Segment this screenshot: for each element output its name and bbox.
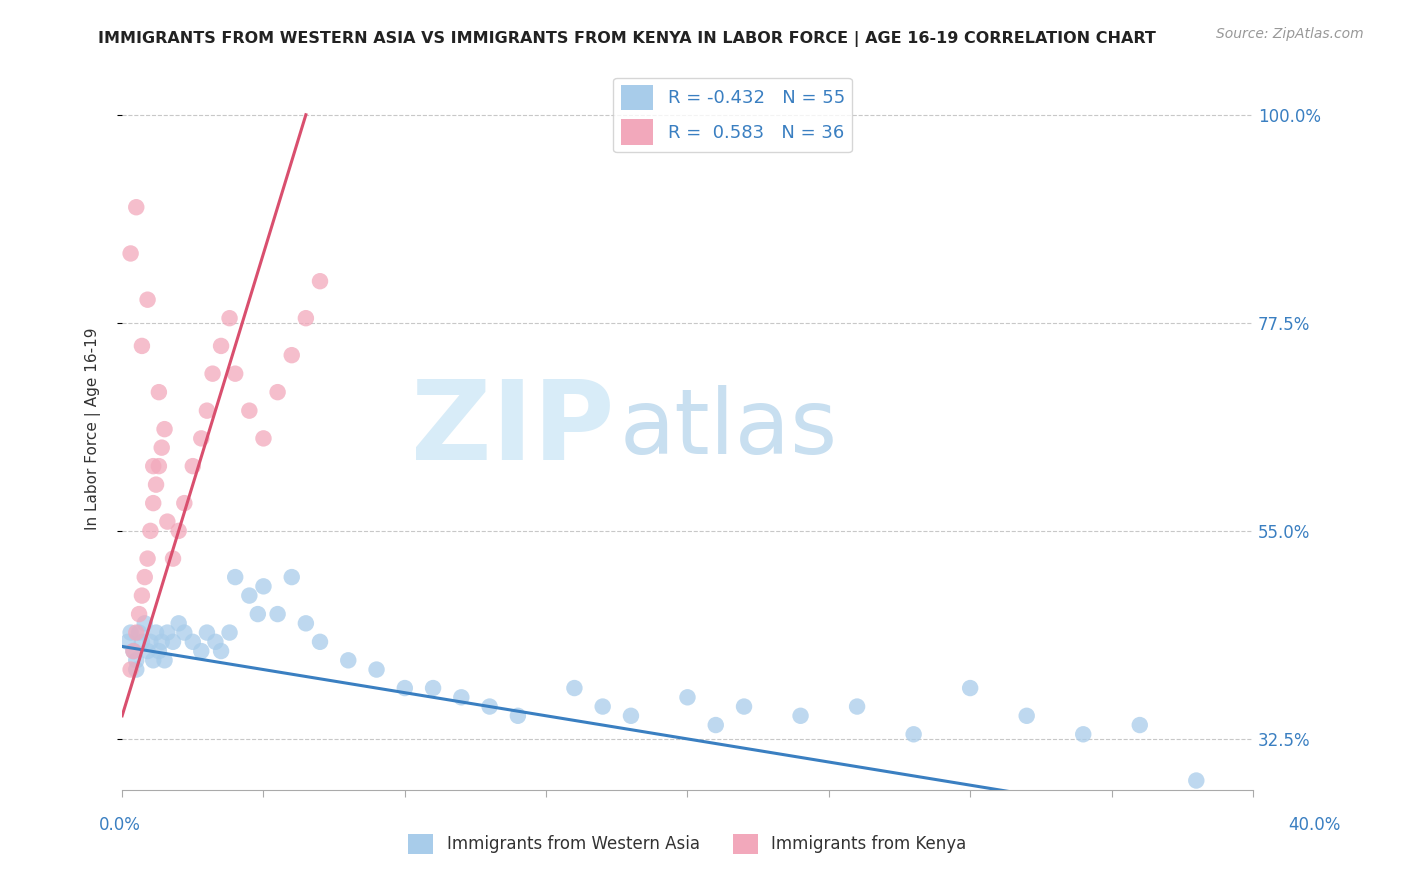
Point [246,607,269,621]
Point [1185,773,1208,788]
Point [309,635,332,649]
Point [128,607,150,621]
Point [394,681,416,695]
Text: Source: ZipAtlas.com: Source: ZipAtlas.com [1216,27,1364,41]
Point [1129,718,1152,732]
Point [733,699,755,714]
Point [1071,727,1094,741]
Point [125,200,148,214]
Point [266,607,288,621]
Point [789,708,811,723]
Point [190,644,212,658]
Point [156,515,179,529]
Text: IMMIGRANTS FROM WESTERN ASIA VS IMMIGRANTS FROM KENYA IN LABOR FORCE | AGE 16-19: IMMIGRANTS FROM WESTERN ASIA VS IMMIGRAN… [98,31,1156,47]
Point [153,422,176,436]
Point [366,663,388,677]
Point [209,339,232,353]
Point [136,293,159,307]
Point [117,635,139,649]
Legend: R = -0.432   N = 55, R =  0.583   N = 36: R = -0.432 N = 55, R = 0.583 N = 36 [613,78,852,153]
Point [134,616,156,631]
Text: 0.0%: 0.0% [98,816,141,834]
Point [564,681,586,695]
Point [181,459,204,474]
Point [280,570,302,584]
Point [903,727,925,741]
Point [131,589,153,603]
Point [295,311,318,326]
Point [139,524,162,538]
Point [238,403,260,417]
Point [125,625,148,640]
Point [190,431,212,445]
Point [506,708,529,723]
Point [131,635,153,649]
Point [173,625,195,640]
Point [1227,801,1250,815]
Point [218,625,240,640]
Point [156,625,179,640]
Point [142,459,165,474]
Point [131,339,153,353]
Point [122,644,145,658]
Point [252,431,274,445]
Point [846,699,869,714]
Text: atlas: atlas [620,385,838,473]
Point [238,589,260,603]
Point [181,635,204,649]
Point [218,311,240,326]
Point [209,644,232,658]
Point [173,496,195,510]
Point [450,690,472,705]
Point [195,625,218,640]
Point [162,635,184,649]
Point [139,635,162,649]
Point [309,274,332,288]
Text: ZIP: ZIP [411,376,614,483]
Point [224,367,246,381]
Point [252,579,274,593]
Point [122,644,145,658]
Point [167,616,190,631]
Point [142,653,165,667]
Point [478,699,501,714]
Point [145,477,167,491]
Point [136,551,159,566]
Point [153,653,176,667]
Point [150,441,173,455]
Point [150,635,173,649]
Point [120,663,142,677]
Point [337,653,360,667]
Point [136,644,159,658]
Point [142,496,165,510]
Point [280,348,302,362]
Point [959,681,981,695]
Point [266,385,288,400]
Point [120,246,142,260]
Point [204,635,226,649]
Point [422,681,444,695]
Y-axis label: In Labor Force | Age 16-19: In Labor Force | Age 16-19 [86,328,101,531]
Point [128,625,150,640]
Point [1015,708,1038,723]
Point [148,385,170,400]
Point [125,663,148,677]
Point [167,524,190,538]
Point [148,644,170,658]
Point [148,459,170,474]
Point [620,708,643,723]
Point [295,616,318,631]
Point [195,403,218,417]
Point [125,653,148,667]
Point [120,625,142,640]
Point [134,570,156,584]
Point [704,718,727,732]
Text: 40.0%: 40.0% [1288,816,1341,834]
Point [145,625,167,640]
Point [162,551,184,566]
Point [201,367,224,381]
Point [224,570,246,584]
Point [592,699,614,714]
Point [676,690,699,705]
